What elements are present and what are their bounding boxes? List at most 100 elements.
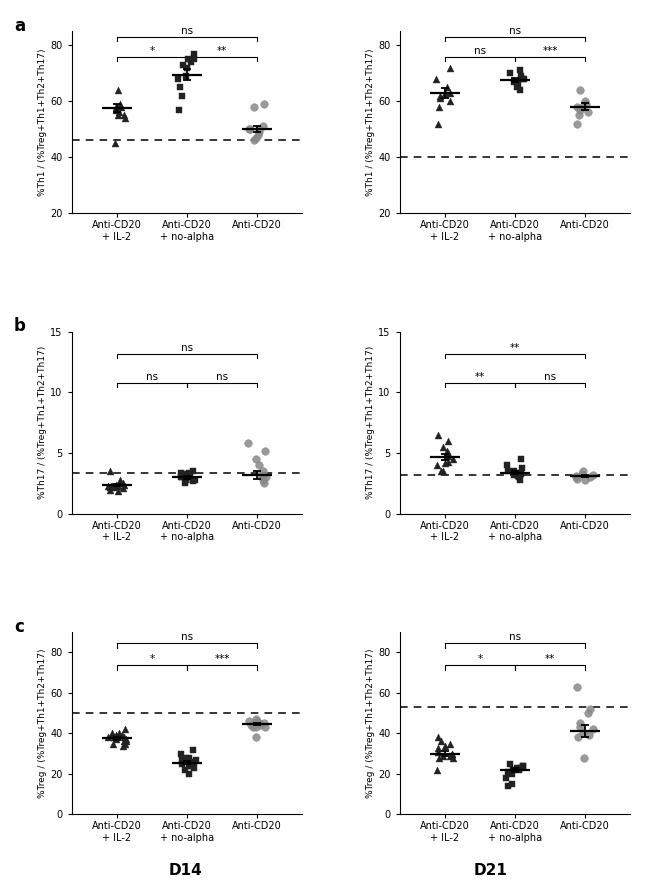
Point [254, 716, 265, 731]
Text: ns: ns [216, 372, 228, 382]
Point [177, 756, 188, 771]
Text: **: ** [475, 372, 485, 382]
Point [118, 476, 129, 490]
Point [434, 750, 445, 765]
Text: *: * [150, 45, 155, 56]
Point [185, 468, 196, 482]
Point [509, 465, 519, 479]
Point [179, 763, 190, 777]
Point [116, 100, 126, 114]
Point [572, 117, 582, 131]
Point [190, 473, 200, 487]
Point [250, 131, 261, 145]
Point [252, 714, 262, 728]
Point [432, 763, 442, 777]
Point [107, 479, 117, 493]
Point [183, 755, 194, 769]
Y-axis label: %Treg / (%Treg+Th1+Th2+Th17): %Treg / (%Treg+Th1+Th2+Th17) [367, 649, 375, 798]
Text: ***: *** [214, 654, 229, 664]
Point [251, 452, 261, 466]
Point [181, 473, 191, 487]
Point [258, 465, 268, 479]
Point [578, 726, 589, 740]
Point [184, 750, 194, 765]
Point [445, 85, 455, 100]
Point [440, 739, 450, 753]
Point [119, 731, 129, 745]
Point [181, 750, 191, 765]
Point [254, 125, 264, 139]
Point [447, 747, 457, 761]
Point [254, 458, 264, 473]
Point [518, 758, 528, 773]
Text: ns: ns [474, 45, 486, 56]
Text: ns: ns [181, 26, 193, 36]
Point [583, 105, 593, 119]
Point [110, 136, 120, 150]
Point [571, 100, 582, 114]
Point [509, 75, 519, 89]
Point [573, 731, 584, 745]
Point [181, 472, 192, 486]
Point [106, 479, 116, 493]
Point [103, 479, 113, 493]
Point [105, 480, 115, 494]
Point [187, 756, 197, 771]
Point [243, 436, 254, 450]
Point [187, 758, 198, 773]
Point [182, 61, 192, 75]
Point [176, 470, 187, 484]
Point [255, 718, 265, 732]
Point [578, 465, 588, 479]
Point [254, 122, 265, 136]
Point [432, 458, 443, 473]
Y-axis label: %Treg / (%Treg+Th1+Th2+Th17): %Treg / (%Treg+Th1+Th2+Th17) [38, 649, 47, 798]
Point [114, 726, 124, 740]
Point [436, 734, 447, 748]
Point [443, 449, 454, 463]
Point [515, 761, 525, 775]
Point [445, 748, 455, 763]
Point [508, 468, 519, 482]
Point [515, 83, 525, 97]
Point [120, 111, 131, 125]
Point [175, 80, 185, 94]
Point [189, 755, 200, 769]
Text: *: * [150, 654, 155, 664]
Point [585, 702, 595, 716]
Point [516, 466, 526, 481]
Point [108, 480, 118, 494]
Point [438, 748, 448, 763]
Text: b: b [14, 317, 25, 336]
Point [574, 108, 584, 122]
Point [174, 102, 184, 117]
Point [448, 750, 458, 765]
Point [434, 92, 445, 106]
Point [512, 77, 523, 92]
Point [244, 122, 254, 136]
Point [120, 722, 131, 736]
Point [571, 469, 582, 483]
Text: ns: ns [509, 632, 521, 643]
Point [251, 720, 261, 734]
Text: **: ** [217, 45, 227, 56]
Y-axis label: %Th1 / (%Treg+Th1+Th2+Th17): %Th1 / (%Treg+Th1+Th2+Th17) [38, 48, 47, 196]
Point [181, 69, 191, 83]
Point [437, 465, 448, 479]
Point [261, 470, 271, 484]
Text: D21: D21 [474, 863, 508, 878]
Point [112, 108, 123, 122]
Point [445, 736, 456, 750]
Point [258, 473, 268, 487]
Point [571, 470, 581, 484]
Point [502, 458, 512, 473]
Point [115, 473, 125, 487]
Point [176, 747, 187, 761]
Y-axis label: %Th1 / (%Treg+Th1+Th2+Th17): %Th1 / (%Treg+Th1+Th2+Th17) [367, 48, 375, 196]
Text: ***: *** [542, 45, 558, 56]
Text: D14: D14 [168, 863, 202, 878]
Point [511, 465, 521, 480]
Point [188, 473, 198, 488]
Point [448, 452, 458, 466]
Point [440, 456, 450, 470]
